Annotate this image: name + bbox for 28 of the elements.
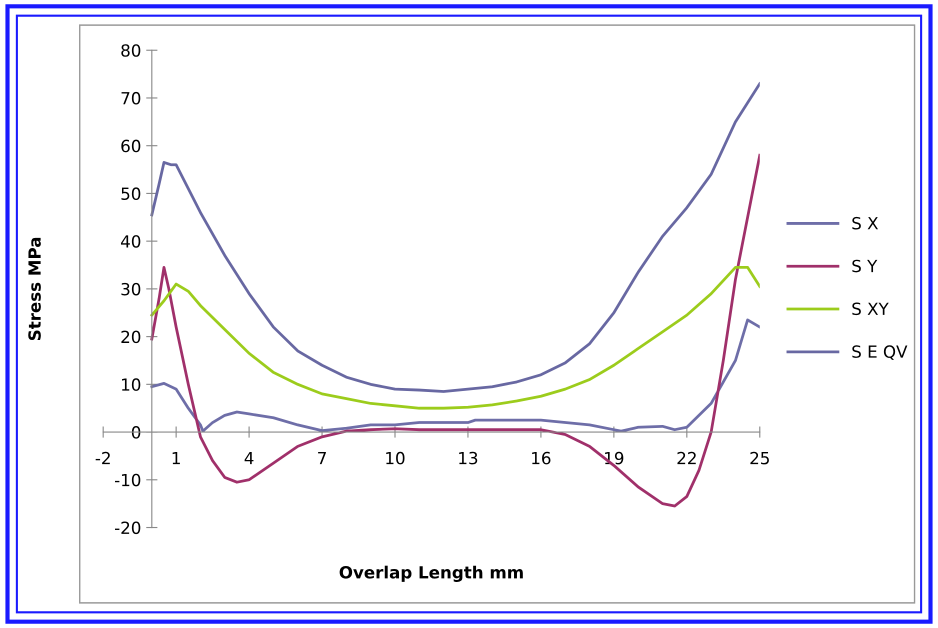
x-tick-label: 22	[677, 452, 696, 464]
line-series	[150, 318, 760, 432]
y-tick-label: 10	[122, 378, 140, 391]
x-tick-label: 10	[386, 452, 404, 464]
y-tick-label: 20	[121, 330, 140, 344]
legend-label: S X	[852, 216, 878, 230]
x-tick-label: 4	[244, 452, 254, 464]
y-tick-label: 70	[122, 92, 140, 105]
y-tick-label: -20	[114, 521, 140, 534]
line-series	[150, 266, 760, 410]
y-tick-label: -10	[114, 474, 140, 486]
legend-label: S Y	[852, 260, 878, 272]
x-tick-label: 25	[750, 452, 769, 464]
y-tick-label: 60	[121, 140, 140, 152]
legend-label: S XY	[852, 302, 889, 316]
x-tick-label: 16	[532, 452, 550, 464]
line-series	[150, 82, 760, 393]
x-tick-label: 1	[172, 452, 180, 464]
x-tick-label: -2	[96, 452, 110, 464]
x-tick-label: 13	[459, 452, 478, 464]
y-tick-label: 50	[121, 187, 140, 200]
x-tick-label: 7	[318, 452, 326, 464]
y-tick-label: 80	[121, 44, 140, 57]
y-tick-label: 40	[121, 235, 140, 248]
legend-label: S E QV	[852, 345, 908, 360]
y-tick-label: 30	[121, 282, 140, 296]
y-axis-title: Stress MPa	[28, 238, 41, 340]
x-axis-title: Overlap Length mm	[340, 566, 523, 582]
